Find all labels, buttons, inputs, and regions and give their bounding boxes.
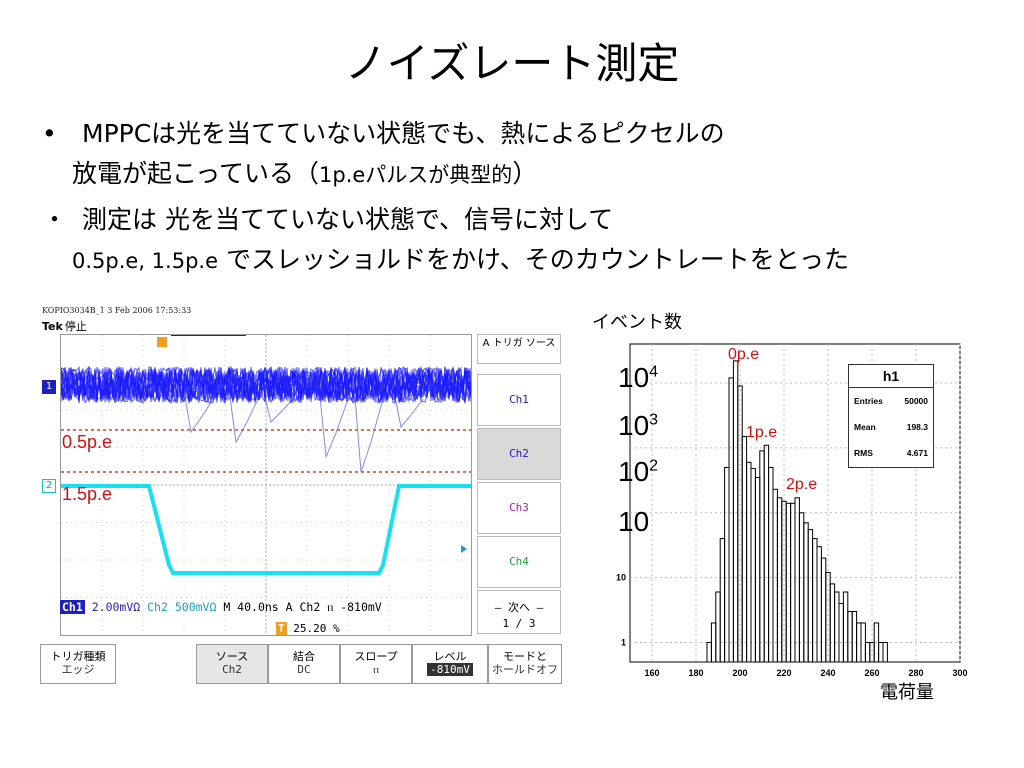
stats-rms: RMS 4.671 <box>854 448 928 458</box>
trigger-icon: T <box>276 622 287 635</box>
waveform-area <box>60 334 472 635</box>
trigger-slope: ⲡ <box>327 600 334 614</box>
x-tick-label: 200 <box>732 668 747 678</box>
ch1-dark-pulse <box>264 396 294 423</box>
y-tick-label: 1 <box>621 637 626 647</box>
bullet-marker: • <box>42 119 57 148</box>
bullet-text-small: 0.5p.e, 1.5p.e <box>72 249 218 273</box>
oscilloscope-screenshot: KOPIO3034B_1 3 Feb 2006 17:53:33 Tek 停止 1… <box>40 304 564 690</box>
stats-title: h1 <box>849 365 933 388</box>
peak-label-1pe: 1p.e <box>746 424 778 441</box>
power-label-10: 10 <box>618 506 650 537</box>
bullet-text: MPPCは光を当てていない状態でも、熱によるピクセルの <box>82 119 725 148</box>
ch2-scale: 500mVΩ <box>174 600 217 614</box>
timebase: M 40.0ns <box>223 600 279 614</box>
coupling-button[interactable]: 結合 DC <box>268 644 340 684</box>
x-tick-label: 240 <box>820 668 835 678</box>
bullet-marker: ・ <box>42 205 68 234</box>
stats-entries: Entries 50000 <box>854 396 928 406</box>
x-axis-label: 電荷量 <box>880 682 934 703</box>
x-tick-label: 220 <box>776 668 791 678</box>
trigger-level: -810mV <box>340 600 382 614</box>
ch2-label: Ch2 <box>147 600 168 614</box>
ch2-marker: 2 <box>42 479 56 493</box>
menu-next-button[interactable]: – 次へ –1 / 3 <box>477 590 561 634</box>
menu-ch3-button[interactable]: Ch3 <box>477 482 561 534</box>
peak-label-0pe: 0p.e <box>728 346 760 363</box>
tek-brand: Tek <box>42 320 63 333</box>
power-label-10e2: 102 <box>618 456 659 487</box>
level-button[interactable]: レベル -810mV <box>412 644 488 684</box>
stats-mean: Mean 198.3 <box>854 422 928 432</box>
trigger-source-menu: A トリガ ソース Ch1 Ch2 Ch3 Ch4 – 次へ –1 / 3 <box>477 334 561 634</box>
scope-readout: Ch1 2.00mVΩ Ch2 500mVΩ M 40.0ns A Ch2 ⲡ … <box>60 600 382 615</box>
run-state: 停止 <box>64 320 87 333</box>
menu-title: A トリガ ソース <box>477 334 561 364</box>
menu-ch2-button[interactable]: Ch2 <box>477 428 561 480</box>
power-label-10e3: 103 <box>618 410 659 441</box>
scope-header: KOPIO3034B_1 3 Feb 2006 17:53:33 <box>42 306 192 315</box>
peak-label-2pe: 2p.e <box>786 476 818 493</box>
ch1-noise-trace <box>60 366 472 405</box>
x-tick-label: 260 <box>864 668 879 678</box>
scope-display <box>60 334 472 636</box>
ch1-dark-pulse <box>394 396 424 429</box>
x-tick-label: 300 <box>952 668 967 678</box>
menu-ch1-button[interactable]: Ch1 <box>477 374 561 426</box>
bullet-1-continuation: 放電が起こっている（1p.eパルスが典型的） <box>42 154 537 195</box>
bullet-text: でスレッショルドをかけ、そのカウントレートをとった <box>218 245 849 274</box>
trigger-level-arrow-icon <box>461 545 467 553</box>
threshold-label-1-5pe: 1.5p.e <box>62 484 113 504</box>
bullet-2-continuation: 0.5p.e, 1.5p.e でスレッショルドをかけ、そのカウントレートをとった <box>42 240 849 281</box>
threshold-label-0-5pe: 0.5p.e <box>62 432 113 452</box>
x-tick-label: 160 <box>644 668 659 678</box>
x-tick-label: 280 <box>908 668 923 678</box>
menu-ch4-button[interactable]: Ch4 <box>477 536 561 588</box>
ch1-dark-pulse <box>184 396 214 434</box>
ch1-marker: 1 <box>42 380 56 394</box>
slide-title: ノイズレート測定 <box>344 39 680 88</box>
ch1-dark-pulse <box>229 396 259 444</box>
ch2-gate-trace <box>61 484 471 575</box>
ch1-dark-pulse <box>354 396 384 473</box>
bullet-text: 測定は 光を当てていない状態で、信号に対して <box>82 205 614 234</box>
ch1-scale: 2.00mVΩ <box>91 600 141 614</box>
tek-logo: Tek 停止 <box>42 318 87 334</box>
bullet-text: ） <box>512 159 538 188</box>
bullet-1: • MPPCは光を当てていない状態でも、熱によるピクセルの <box>42 114 725 154</box>
y-tick-label: 10 <box>616 573 626 583</box>
stats-box: h1 Entries 50000 Mean 198.3 RMS 4.671 <box>848 364 934 468</box>
trigger-marker-icon <box>157 337 167 347</box>
x-tick-label: 180 <box>688 668 703 678</box>
trigger-position: T 25.20 % <box>276 622 340 635</box>
bullet-text: 放電が起こっている（ <box>72 159 320 188</box>
trigger-type-button[interactable]: トリガ種類 エッジ <box>40 644 116 684</box>
source-button[interactable]: ソース Ch2 <box>196 644 268 684</box>
y-axis-label: イベント数 <box>592 312 682 333</box>
mode-holdoff-button[interactable]: モードと ホールドオフ <box>488 644 562 684</box>
ch1-badge: Ch1 <box>60 600 85 614</box>
bullet-2: ・測定は 光を当てていない状態で、信号に対して <box>42 200 613 240</box>
charge-histogram: イベント数 電荷量 160 180 200 220 240 260 280 300 10 1 10… <box>590 306 990 726</box>
bullet-text-small: 1p.eパルスが典型的 <box>319 163 513 187</box>
slope-button[interactable]: スロープ ⲡ <box>340 644 412 684</box>
histogram-bin <box>882 641 888 663</box>
power-label-10e4: 104 <box>618 362 659 393</box>
trigger-source: A Ch2 <box>285 600 321 614</box>
ch1-dark-pulse <box>319 396 349 458</box>
